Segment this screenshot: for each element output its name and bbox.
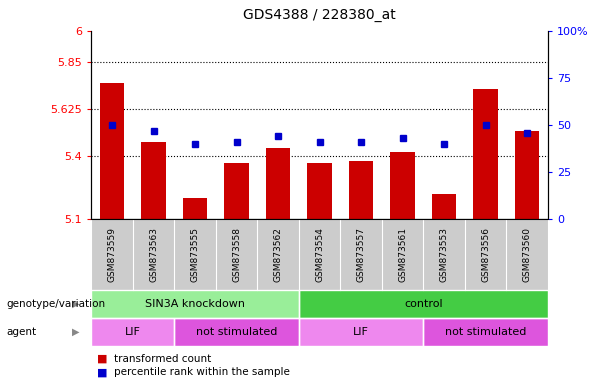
Text: GSM873560: GSM873560 (522, 227, 531, 282)
Text: GSM873561: GSM873561 (398, 227, 407, 282)
Text: GSM873554: GSM873554 (315, 227, 324, 282)
Bar (307, 163, 332, 219)
Text: GSM873562: GSM873562 (273, 227, 283, 282)
Text: GSM873557: GSM873557 (356, 227, 366, 282)
Text: ■: ■ (97, 354, 108, 364)
Bar (183, 198, 207, 219)
Text: GSM873563: GSM873563 (149, 227, 158, 282)
Text: ■: ■ (97, 367, 108, 377)
Text: ▶: ▶ (72, 299, 80, 309)
Text: genotype/variation: genotype/variation (6, 299, 105, 309)
Text: GSM873556: GSM873556 (481, 227, 490, 282)
Bar (349, 161, 373, 219)
Text: GSM873558: GSM873558 (232, 227, 241, 282)
Bar (224, 163, 249, 219)
Text: not stimulated: not stimulated (196, 327, 277, 337)
Text: LIF: LIF (125, 327, 141, 337)
Text: not stimulated: not stimulated (445, 327, 526, 337)
Bar (390, 152, 415, 219)
Text: transformed count: transformed count (114, 354, 211, 364)
Text: ▶: ▶ (72, 327, 80, 337)
Text: LIF: LIF (353, 327, 369, 337)
Text: GDS4388 / 228380_at: GDS4388 / 228380_at (243, 8, 396, 22)
Bar (473, 89, 498, 219)
Bar (100, 83, 124, 219)
Text: GSM873559: GSM873559 (108, 227, 117, 282)
Bar (515, 131, 540, 219)
Text: control: control (404, 299, 442, 309)
Text: GSM873553: GSM873553 (439, 227, 449, 282)
Text: GSM873555: GSM873555 (190, 227, 200, 282)
Bar (141, 142, 166, 219)
Text: agent: agent (6, 327, 36, 337)
Bar (266, 148, 290, 219)
Bar (432, 194, 456, 219)
Text: SIN3A knockdown: SIN3A knockdown (145, 299, 245, 309)
Text: percentile rank within the sample: percentile rank within the sample (114, 367, 290, 377)
